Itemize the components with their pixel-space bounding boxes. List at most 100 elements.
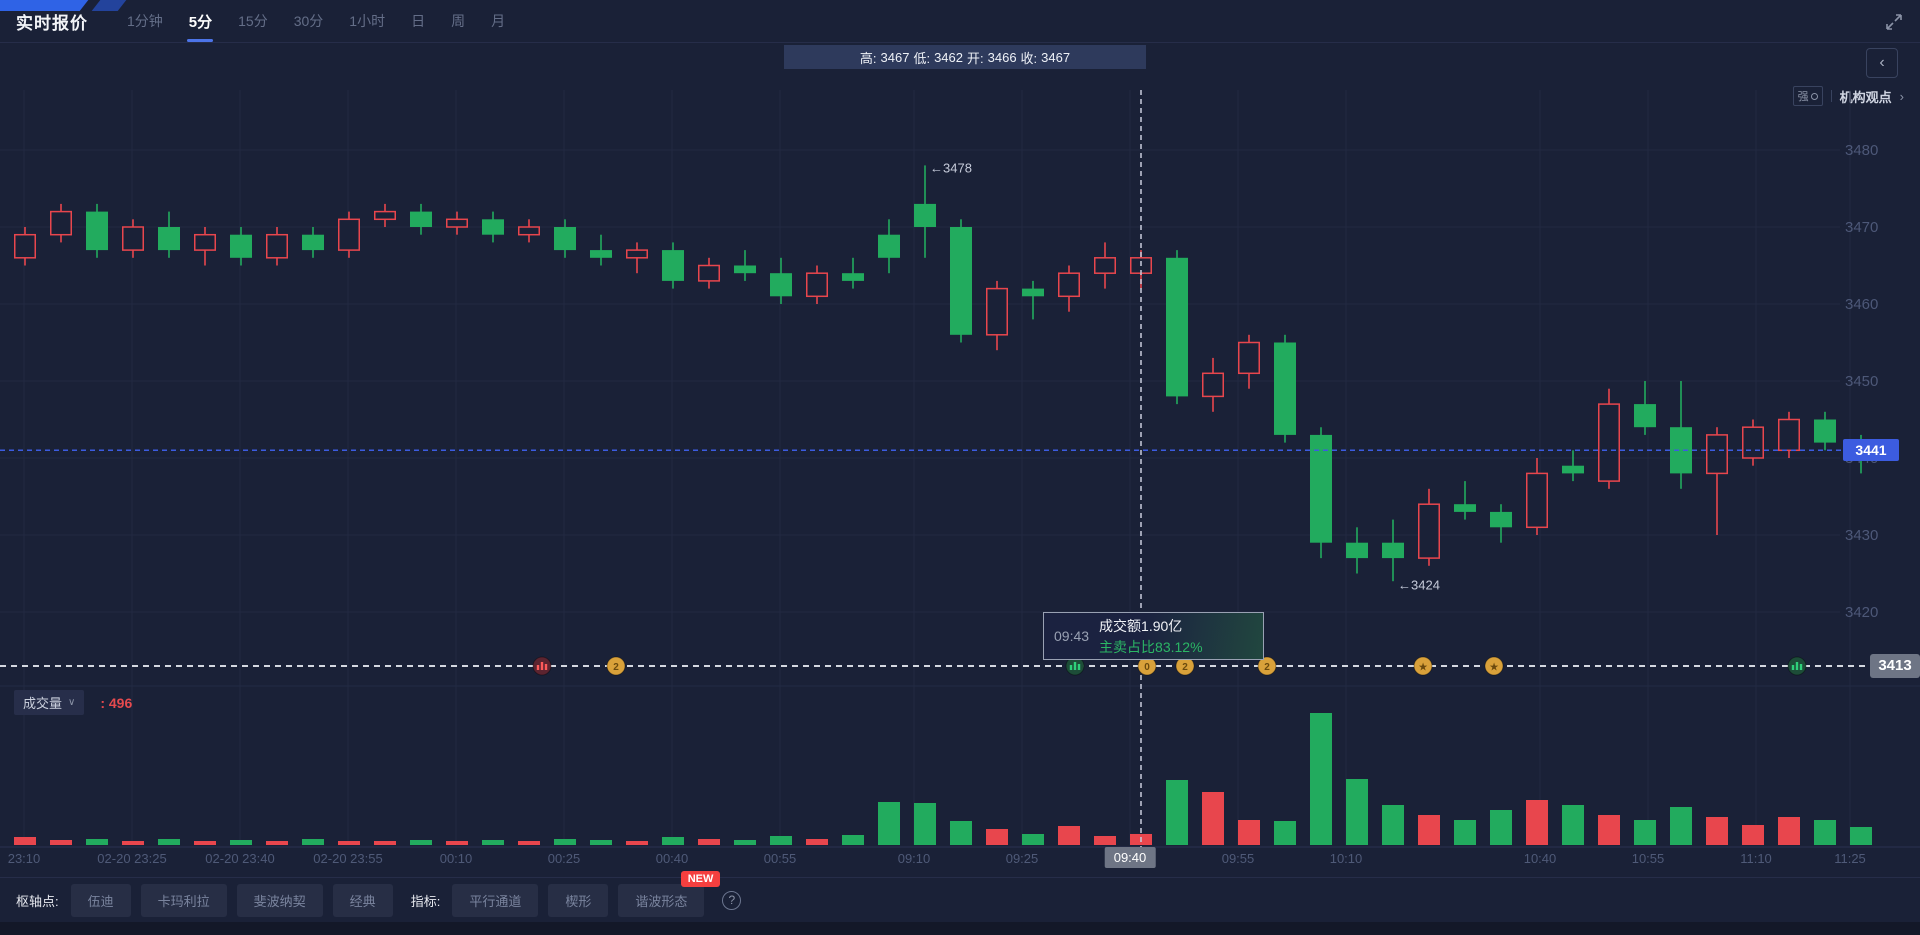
volume-bar[interactable] <box>1742 825 1764 845</box>
volume-bar[interactable] <box>1274 821 1296 845</box>
volume-bar[interactable] <box>1202 792 1224 845</box>
volume-bar[interactable] <box>626 841 648 845</box>
candle-body-down[interactable] <box>950 227 972 335</box>
timeframe-tab-1分钟[interactable]: 1分钟 <box>127 13 163 29</box>
candle-body-down[interactable] <box>1562 465 1584 474</box>
candle-body-up[interactable] <box>446 218 468 228</box>
volume-bar[interactable] <box>1454 820 1476 845</box>
volume-bar[interactable] <box>1346 779 1368 845</box>
volume-bar[interactable] <box>446 841 468 845</box>
candle-body-down[interactable] <box>1166 257 1188 397</box>
candle-body-down[interactable] <box>662 250 684 281</box>
volume-bar[interactable] <box>1850 827 1872 845</box>
candle-body-down[interactable] <box>554 227 576 251</box>
candle-body-down[interactable] <box>770 273 792 297</box>
candle-body-down[interactable] <box>410 211 432 227</box>
candle-body-down[interactable] <box>1814 419 1836 443</box>
candle-body-up[interactable] <box>194 233 216 251</box>
volume-bar[interactable] <box>1490 810 1512 845</box>
candle-body-up[interactable] <box>1598 403 1620 482</box>
volume-bar[interactable] <box>1166 780 1188 845</box>
indicator-button-3[interactable]: 谐波形态 NEW <box>618 870 721 917</box>
indicator-button-1[interactable]: 平行通道 <box>452 883 539 917</box>
volume-bar[interactable] <box>698 839 720 845</box>
volume-bar[interactable] <box>122 841 144 845</box>
volume-bar[interactable] <box>986 829 1008 845</box>
volume-bar[interactable] <box>806 839 828 845</box>
candle-body-down[interactable] <box>1310 434 1332 543</box>
volume-bar[interactable] <box>1058 826 1080 845</box>
candle-body-down[interactable] <box>86 211 108 251</box>
candle-body-up[interactable] <box>806 272 828 298</box>
volume-bar[interactable] <box>1634 820 1656 845</box>
collapse-panel-button[interactable]: ‹ <box>1866 48 1898 78</box>
timeframe-tab-月[interactable]: 月 <box>491 13 506 29</box>
candle-body-down[interactable] <box>914 203 936 227</box>
timeframe-tab-周[interactable]: 周 <box>451 13 466 29</box>
pivot-button-2[interactable]: 卡玛利拉 <box>140 883 227 917</box>
help-icon[interactable]: ? <box>722 890 742 910</box>
timeframe-tab-5分[interactable]: 5分 <box>178 3 223 40</box>
candle-body-down[interactable] <box>302 234 324 251</box>
volume-bar[interactable] <box>734 840 756 845</box>
volume-bar[interactable] <box>374 841 396 845</box>
volume-bar[interactable] <box>1778 817 1800 845</box>
volume-bar[interactable] <box>1310 713 1332 845</box>
candle-body-down[interactable] <box>1454 504 1476 512</box>
candle-body-up[interactable] <box>1202 372 1224 398</box>
fullscreen-toggle-icon[interactable] <box>1884 12 1904 32</box>
volume-bar[interactable] <box>1814 820 1836 845</box>
volume-bar[interactable] <box>302 839 324 845</box>
candle-body-up[interactable] <box>1526 472 1548 529</box>
pivot-button-3[interactable]: 斐波纳契 <box>236 883 323 917</box>
volume-bar[interactable] <box>1418 815 1440 845</box>
candle-body-down[interactable] <box>1346 542 1368 559</box>
volume-bar[interactable] <box>1022 834 1044 845</box>
volume-bar[interactable] <box>662 837 684 845</box>
pivot-button-4[interactable]: 经典 <box>332 883 393 917</box>
volume-bar[interactable] <box>1382 805 1404 845</box>
pivot-button-1[interactable]: 伍迪 <box>70 883 131 917</box>
volume-bar[interactable] <box>482 840 504 845</box>
volume-bar[interactable] <box>878 802 900 845</box>
volume-bar[interactable] <box>230 840 252 845</box>
volume-bar[interactable] <box>50 840 72 845</box>
candle-body-up[interactable] <box>1418 503 1440 559</box>
candle-body-up[interactable] <box>122 226 144 251</box>
candle-body-up[interactable] <box>338 218 360 251</box>
candle-body-up[interactable] <box>698 264 720 282</box>
chevron-right-icon[interactable]: › <box>1899 88 1904 104</box>
volume-bar[interactable] <box>1670 807 1692 845</box>
candle-body-up[interactable] <box>1238 341 1260 375</box>
candle-body-down[interactable] <box>842 273 864 281</box>
volume-bar[interactable] <box>410 840 432 845</box>
timeframe-tab-日[interactable]: 日 <box>411 13 426 29</box>
timeframe-tab-30分[interactable]: 30分 <box>293 13 324 29</box>
signal-marker-star[interactable] <box>1484 656 1504 676</box>
candle-body-down[interactable] <box>590 250 612 258</box>
candle-body-up[interactable] <box>626 249 648 259</box>
candle-body-down[interactable] <box>1634 404 1656 428</box>
institution-view-link[interactable]: 机构观点 <box>1839 89 1892 105</box>
volume-bar[interactable] <box>14 837 36 845</box>
candle-body-up[interactable] <box>266 233 288 259</box>
volume-bar[interactable] <box>266 841 288 845</box>
candle-body-down[interactable] <box>1382 542 1404 559</box>
volume-bar[interactable] <box>914 803 936 845</box>
indicator-button-2[interactable]: 楔形 <box>548 883 609 917</box>
volume-bar[interactable] <box>158 839 180 845</box>
candle-body-up[interactable] <box>1058 272 1080 298</box>
volume-indicator-dropdown[interactable]: 成交量 ∨ <box>14 690 85 715</box>
candle-body-down[interactable] <box>1274 342 1296 435</box>
volume-bar[interactable] <box>590 840 612 845</box>
timeframe-tab-1小时[interactable]: 1小时 <box>349 13 386 29</box>
volume-bar[interactable] <box>86 839 108 845</box>
candle-body-up[interactable] <box>518 226 540 236</box>
candle-body-down[interactable] <box>230 234 252 258</box>
volume-bar[interactable] <box>1598 815 1620 845</box>
signal-marker-star[interactable] <box>1413 656 1433 676</box>
volume-bar[interactable] <box>1238 820 1260 845</box>
volume-bar[interactable] <box>1526 800 1548 845</box>
volume-bar[interactable] <box>1706 817 1728 845</box>
candle-body-up[interactable] <box>1706 434 1728 475</box>
